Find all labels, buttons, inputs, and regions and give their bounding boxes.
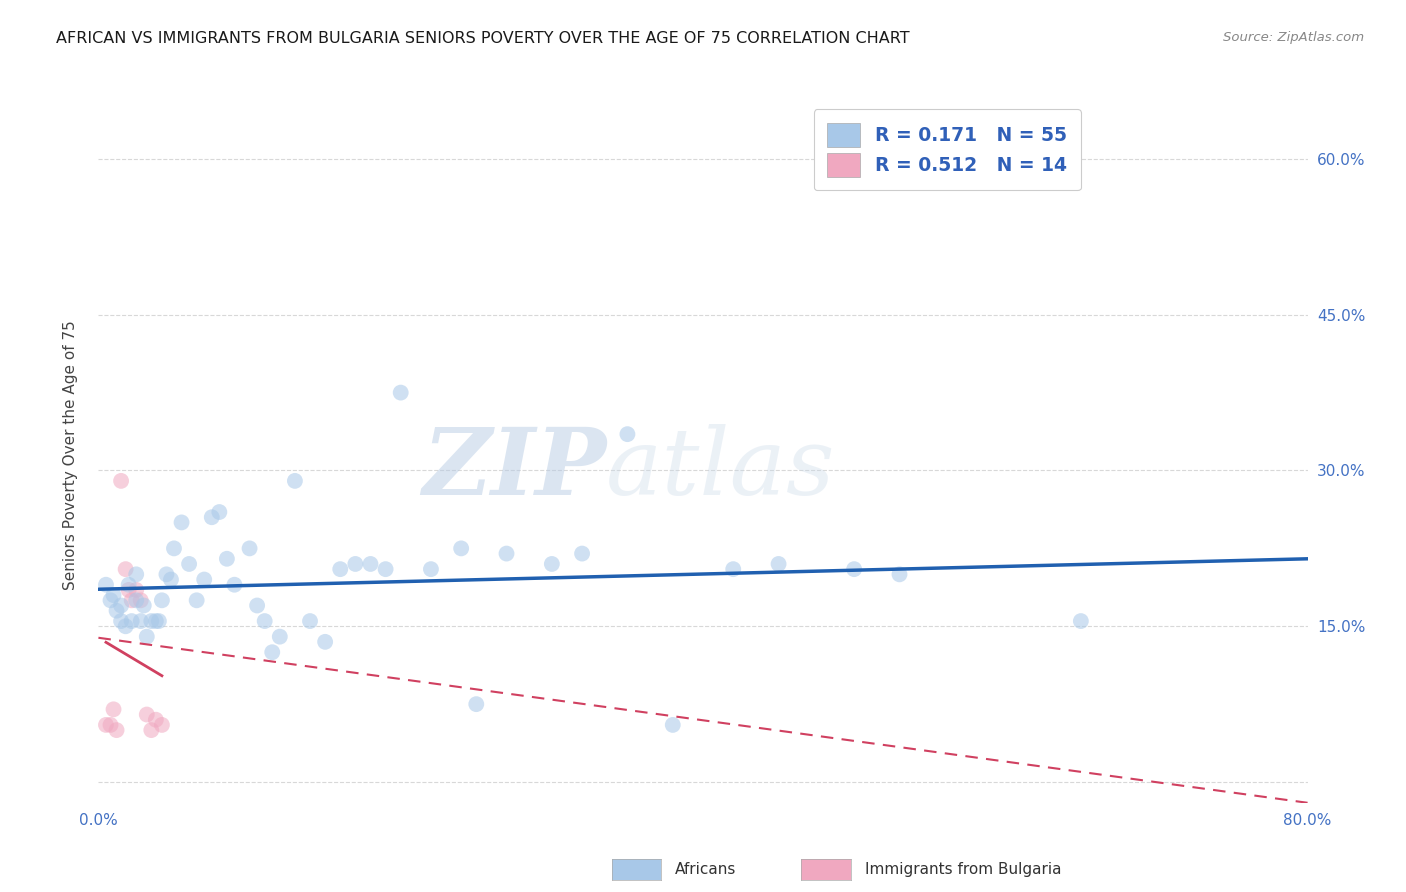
Point <box>100 718 122 732</box>
Point <box>94 718 117 732</box>
Point <box>450 541 472 556</box>
Point <box>141 723 163 738</box>
Point <box>125 582 148 597</box>
Point <box>193 573 215 587</box>
Point <box>135 707 157 722</box>
Point <box>299 614 322 628</box>
Point <box>344 557 367 571</box>
Point <box>121 614 143 628</box>
Point <box>389 385 412 400</box>
Point <box>201 510 224 524</box>
Point <box>495 547 517 561</box>
Point <box>179 557 201 571</box>
Point <box>141 614 163 628</box>
Point <box>239 541 262 556</box>
Point <box>160 573 183 587</box>
Point <box>110 614 132 628</box>
Point <box>150 718 173 732</box>
Point <box>145 713 167 727</box>
Point <box>121 593 143 607</box>
Point <box>465 697 488 711</box>
Point <box>148 614 170 628</box>
Point <box>150 593 173 607</box>
Point <box>118 582 141 597</box>
Point <box>186 593 208 607</box>
Point <box>125 593 148 607</box>
Point <box>269 630 291 644</box>
Point <box>155 567 177 582</box>
Text: Africans: Africans <box>675 863 737 877</box>
Point <box>94 578 117 592</box>
Point <box>262 645 284 659</box>
Point <box>114 562 136 576</box>
Point <box>163 541 186 556</box>
Point <box>110 474 132 488</box>
Text: ZIP: ZIP <box>422 424 606 514</box>
Legend: R = 0.171   N = 55, R = 0.512   N = 14: R = 0.171 N = 55, R = 0.512 N = 14 <box>814 110 1081 191</box>
Point <box>170 516 193 530</box>
Point <box>360 557 382 571</box>
Point <box>1070 614 1092 628</box>
Point <box>125 567 148 582</box>
Point <box>100 593 122 607</box>
Point <box>224 578 246 592</box>
Y-axis label: Seniors Poverty Over the Age of 75: Seniors Poverty Over the Age of 75 <box>63 320 77 590</box>
Point <box>723 562 745 576</box>
Point <box>105 604 128 618</box>
Point <box>253 614 276 628</box>
Point <box>246 599 269 613</box>
Point <box>118 578 141 592</box>
Point <box>208 505 231 519</box>
Point <box>540 557 562 571</box>
Point <box>103 702 125 716</box>
Point <box>571 547 593 561</box>
Text: atlas: atlas <box>606 424 835 514</box>
Point <box>135 630 157 644</box>
Point <box>616 427 638 442</box>
Text: AFRICAN VS IMMIGRANTS FROM BULGARIA SENIORS POVERTY OVER THE AGE OF 75 CORRELATI: AFRICAN VS IMMIGRANTS FROM BULGARIA SENI… <box>56 31 910 46</box>
Point <box>374 562 396 576</box>
Point <box>114 619 136 633</box>
Point <box>844 562 866 576</box>
Point <box>145 614 167 628</box>
Point <box>889 567 911 582</box>
Point <box>284 474 307 488</box>
Point <box>129 614 152 628</box>
Point <box>215 551 238 566</box>
Point <box>103 588 125 602</box>
Point <box>132 599 155 613</box>
Text: Source: ZipAtlas.com: Source: ZipAtlas.com <box>1223 31 1364 45</box>
Text: Immigrants from Bulgaria: Immigrants from Bulgaria <box>865 863 1062 877</box>
Point <box>129 593 152 607</box>
Point <box>768 557 790 571</box>
Point <box>661 718 683 732</box>
Point <box>110 599 132 613</box>
Point <box>314 635 336 649</box>
Point <box>420 562 443 576</box>
Point <box>105 723 128 738</box>
Point <box>329 562 352 576</box>
